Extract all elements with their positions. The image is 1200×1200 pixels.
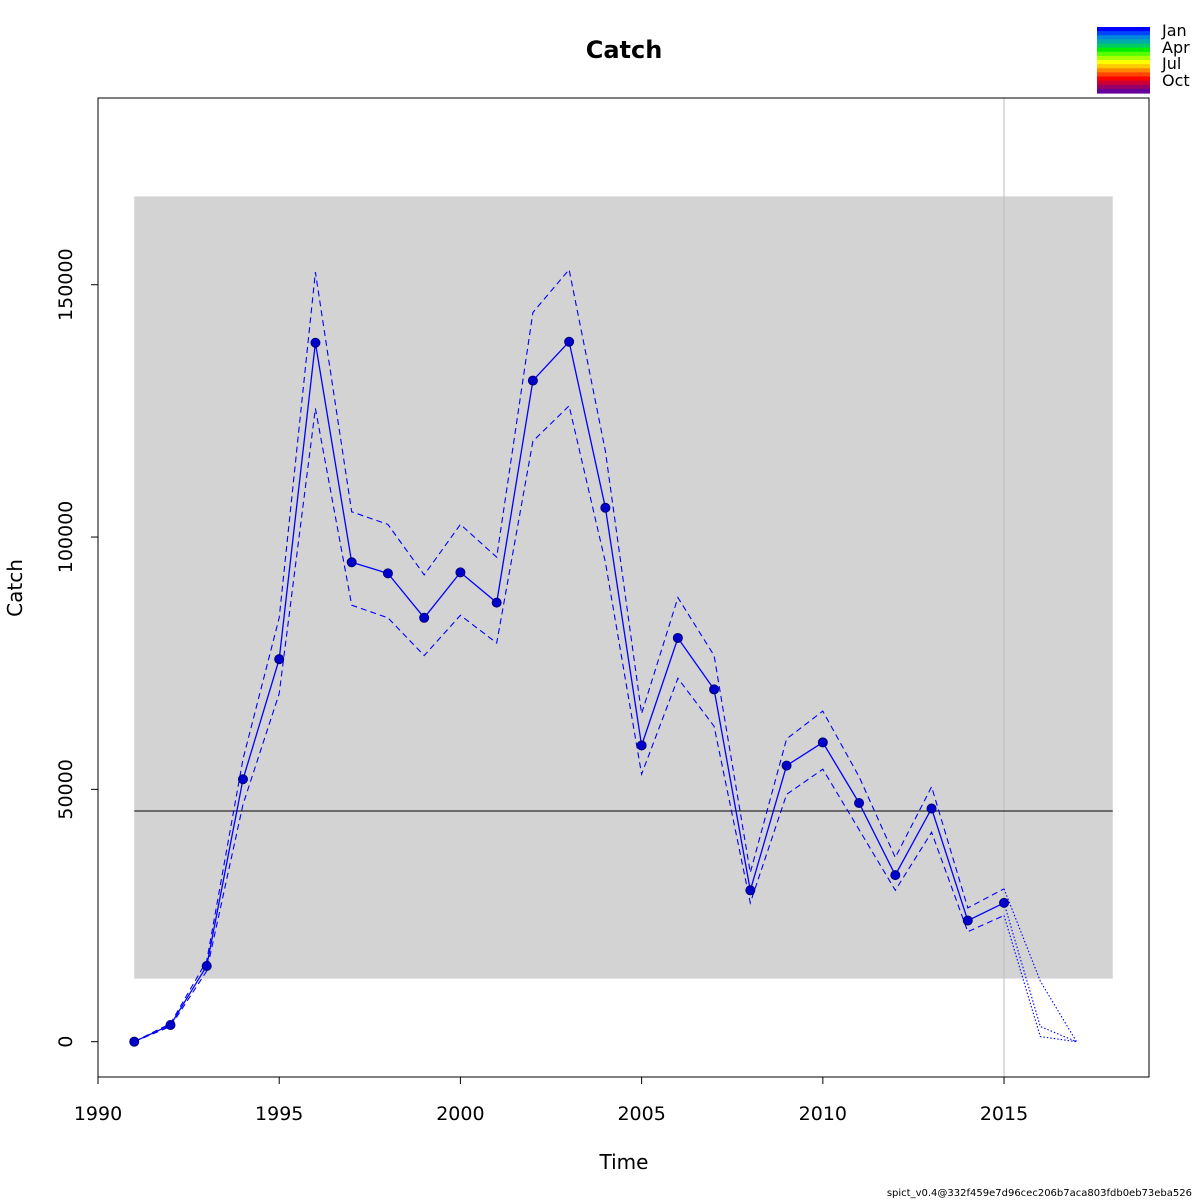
data-point [165, 1020, 176, 1031]
footer-version: spict_v0.4@332f459e7d96cec206b7aca803fdb… [887, 1188, 1192, 1199]
data-point [527, 375, 538, 386]
legend-swatch [1097, 72, 1150, 78]
data-point [781, 760, 792, 771]
data-point [419, 612, 430, 623]
legend-swatch [1097, 60, 1150, 65]
band-layer [134, 196, 1113, 979]
legend-swatch [1097, 76, 1150, 82]
data-point [346, 557, 357, 568]
x-tick-label: 2010 [799, 1103, 847, 1125]
confidence-band [134, 196, 1113, 979]
legend-swatch [1097, 47, 1150, 53]
legend-swatch [1097, 39, 1150, 45]
legend-swatch [1097, 80, 1150, 86]
series-prediction-lower [1003, 915, 1077, 1043]
legend-swatch [1097, 51, 1150, 57]
legend-swatch [1097, 68, 1150, 73]
data-point [455, 567, 466, 578]
x-axis: 1990 1995 2000 2005 2010 2015 [74, 1076, 1028, 1125]
data-point [745, 885, 756, 896]
data-point [600, 502, 611, 513]
legend-label: Apr [1162, 38, 1190, 57]
data-point [237, 774, 248, 785]
series-prediction [1003, 902, 1077, 1043]
x-tick-label: 1990 [74, 1103, 122, 1125]
data-point [999, 897, 1010, 908]
y-tick-label: 0 [55, 1036, 77, 1048]
points-layer [129, 336, 1010, 1047]
series-lower [133, 404, 1005, 1043]
legend-swatch [1097, 64, 1150, 69]
data-point [854, 797, 865, 808]
data-point [962, 915, 973, 926]
chart-title: Catch [586, 36, 663, 64]
data-point [491, 597, 502, 608]
data-point [672, 632, 683, 643]
data-point [636, 740, 647, 751]
legend-swatch [1097, 27, 1150, 32]
legend-label: Jan [1161, 21, 1187, 40]
x-axis-label: Time [599, 1150, 649, 1174]
legend-label: Jul [1161, 54, 1181, 73]
y-tick-label: 50000 [55, 759, 77, 819]
legend-swatch [1097, 43, 1150, 49]
y-axis: 0 50000 100000 150000 [55, 248, 99, 1048]
data-point [274, 654, 285, 665]
y-tick-label: 100000 [55, 501, 77, 574]
data-point [926, 803, 937, 814]
data-point [709, 684, 720, 695]
data-point [817, 737, 828, 748]
data-point [890, 870, 901, 881]
data-point [564, 336, 575, 347]
series-upper [133, 268, 1005, 1043]
legend-swatch [1097, 35, 1150, 40]
y-tick-label: 150000 [55, 248, 77, 321]
x-tick-label: 2005 [617, 1103, 665, 1125]
data-point [382, 568, 393, 579]
data-point [129, 1036, 140, 1047]
x-tick-label: 2000 [436, 1103, 484, 1125]
y-axis-label: Catch [3, 559, 27, 617]
series-prediction-upper [1003, 888, 1077, 1042]
x-tick-label: 2015 [980, 1103, 1028, 1125]
x-tick-label: 1995 [255, 1103, 303, 1125]
legend-label: Oct [1162, 71, 1190, 90]
data-point [201, 960, 212, 971]
legend-swatch [1097, 88, 1150, 94]
legend-swatch [1097, 55, 1150, 61]
reference-layer [134, 98, 1113, 1077]
legend-swatch [1097, 84, 1150, 90]
legend-swatch [1097, 31, 1150, 36]
data-point [310, 337, 321, 348]
